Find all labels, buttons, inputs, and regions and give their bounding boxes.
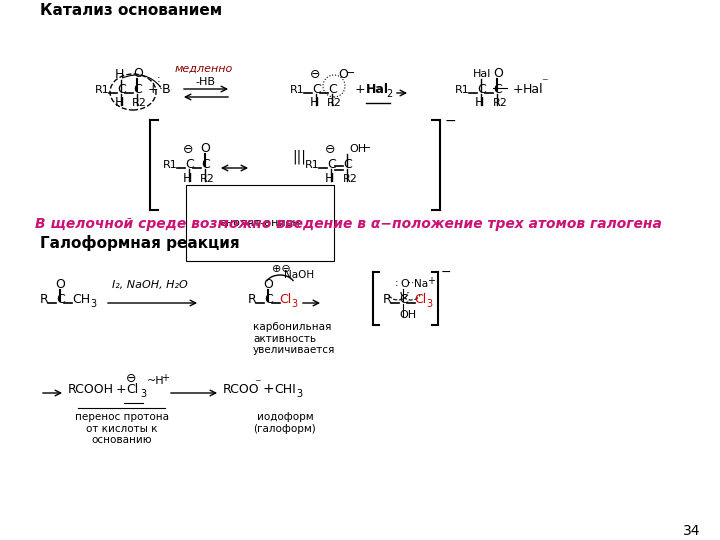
Text: R: R: [40, 293, 49, 306]
Text: O: O: [400, 279, 409, 289]
Text: H: H: [183, 172, 192, 185]
Text: R1: R1: [455, 85, 469, 95]
Text: C: C: [343, 158, 352, 171]
Text: H: H: [115, 96, 125, 109]
Text: CHI: CHI: [274, 383, 296, 396]
Text: +: +: [513, 83, 523, 96]
Text: I₂, NaOH, H₂O: I₂, NaOH, H₂O: [112, 280, 188, 290]
Text: −: −: [362, 143, 372, 153]
Text: C: C: [201, 158, 210, 171]
Text: Hal: Hal: [366, 83, 389, 96]
Text: 3: 3: [140, 389, 146, 399]
Text: +: +: [116, 383, 127, 396]
Text: −: −: [346, 68, 356, 78]
Text: R1: R1: [95, 85, 109, 95]
Text: Cl: Cl: [279, 293, 292, 306]
Text: +: +: [148, 83, 158, 96]
Text: ~H: ~H: [147, 376, 165, 386]
Text: Катализ основанием: Катализ основанием: [40, 3, 222, 18]
Text: 3: 3: [426, 299, 432, 309]
Text: |||: |||: [292, 149, 306, 164]
Text: Hal: Hal: [473, 69, 491, 79]
Text: C: C: [399, 293, 408, 306]
Text: O: O: [200, 142, 210, 155]
Text: ⁻: ⁻: [541, 76, 548, 89]
Text: R2: R2: [132, 98, 147, 108]
Text: ⊖: ⊖: [325, 143, 336, 156]
Text: иодоформ
(галоформ): иодоформ (галоформ): [253, 412, 316, 434]
Text: C: C: [56, 293, 65, 306]
Text: C: C: [327, 158, 336, 171]
FancyArrowPatch shape: [122, 75, 161, 87]
Text: -HB: -HB: [195, 77, 215, 87]
Text: ⊕⊖: ⊕⊖: [272, 264, 291, 274]
Text: C: C: [328, 83, 337, 96]
Text: H: H: [115, 68, 125, 81]
Text: O: O: [338, 68, 348, 81]
Text: R1: R1: [305, 160, 320, 170]
Text: O: O: [55, 278, 65, 291]
Text: RCOO: RCOO: [223, 383, 260, 396]
Text: медленно: медленно: [175, 64, 233, 74]
Text: H: H: [325, 172, 334, 185]
Text: Cl: Cl: [414, 293, 426, 306]
Text: 3: 3: [90, 299, 96, 309]
Text: +: +: [427, 276, 435, 286]
Text: C: C: [477, 83, 486, 96]
Text: карбонильная
активность
увеличивается: карбонильная активность увеличивается: [253, 322, 336, 355]
Text: 2: 2: [386, 89, 392, 99]
Text: R1: R1: [163, 160, 178, 170]
Text: C: C: [185, 158, 194, 171]
Text: енолят-анион: енолят-анион: [220, 218, 300, 228]
Text: Na: Na: [414, 279, 428, 289]
Text: R2: R2: [200, 174, 215, 184]
Text: ⁻: ⁻: [254, 377, 261, 390]
Text: H: H: [310, 96, 320, 109]
Text: NaOH: NaOH: [284, 270, 314, 280]
Text: OH: OH: [349, 144, 366, 154]
Text: Галоформная реакция: Галоформная реакция: [40, 235, 240, 251]
Text: Hal: Hal: [523, 83, 544, 96]
Text: перенос протона
от кислоты к
основанию: перенос протона от кислоты к основанию: [75, 412, 169, 445]
Text: R2: R2: [493, 98, 508, 108]
Text: R2: R2: [327, 98, 342, 108]
Text: −: −: [445, 114, 456, 128]
Text: В щелочной среде возможно введение в α−положение трех атомов галогена: В щелочной среде возможно введение в α−п…: [35, 217, 662, 231]
Text: :: :: [395, 278, 399, 288]
Text: ·B: ·B: [159, 83, 171, 96]
Text: Cl: Cl: [126, 383, 138, 396]
Text: R: R: [383, 293, 392, 306]
Text: R1: R1: [290, 85, 305, 95]
Text: +: +: [262, 382, 274, 396]
Text: O: O: [133, 67, 143, 80]
Text: ··: ··: [408, 278, 414, 288]
Text: C: C: [133, 83, 142, 96]
Text: +: +: [161, 373, 169, 383]
Text: RCOOH: RCOOH: [68, 383, 114, 396]
Text: OH: OH: [399, 310, 416, 320]
Text: 3: 3: [296, 389, 302, 399]
Text: C: C: [117, 83, 126, 96]
Text: R2: R2: [343, 174, 358, 184]
Text: −: −: [441, 266, 451, 279]
Text: ⊖: ⊖: [183, 143, 194, 156]
Text: O: O: [263, 278, 273, 291]
Text: C: C: [312, 83, 320, 96]
Text: 34: 34: [683, 524, 700, 538]
Text: CH: CH: [72, 293, 90, 306]
Text: 3: 3: [291, 299, 297, 309]
Text: ⊖: ⊖: [126, 372, 137, 385]
Text: :: :: [157, 74, 161, 84]
Text: C: C: [264, 293, 273, 306]
Text: +: +: [355, 83, 366, 96]
Text: ⊖: ⊖: [310, 68, 320, 81]
Text: H: H: [475, 96, 485, 109]
Text: R: R: [248, 293, 257, 306]
Text: O: O: [493, 67, 503, 80]
Text: C: C: [493, 83, 502, 96]
